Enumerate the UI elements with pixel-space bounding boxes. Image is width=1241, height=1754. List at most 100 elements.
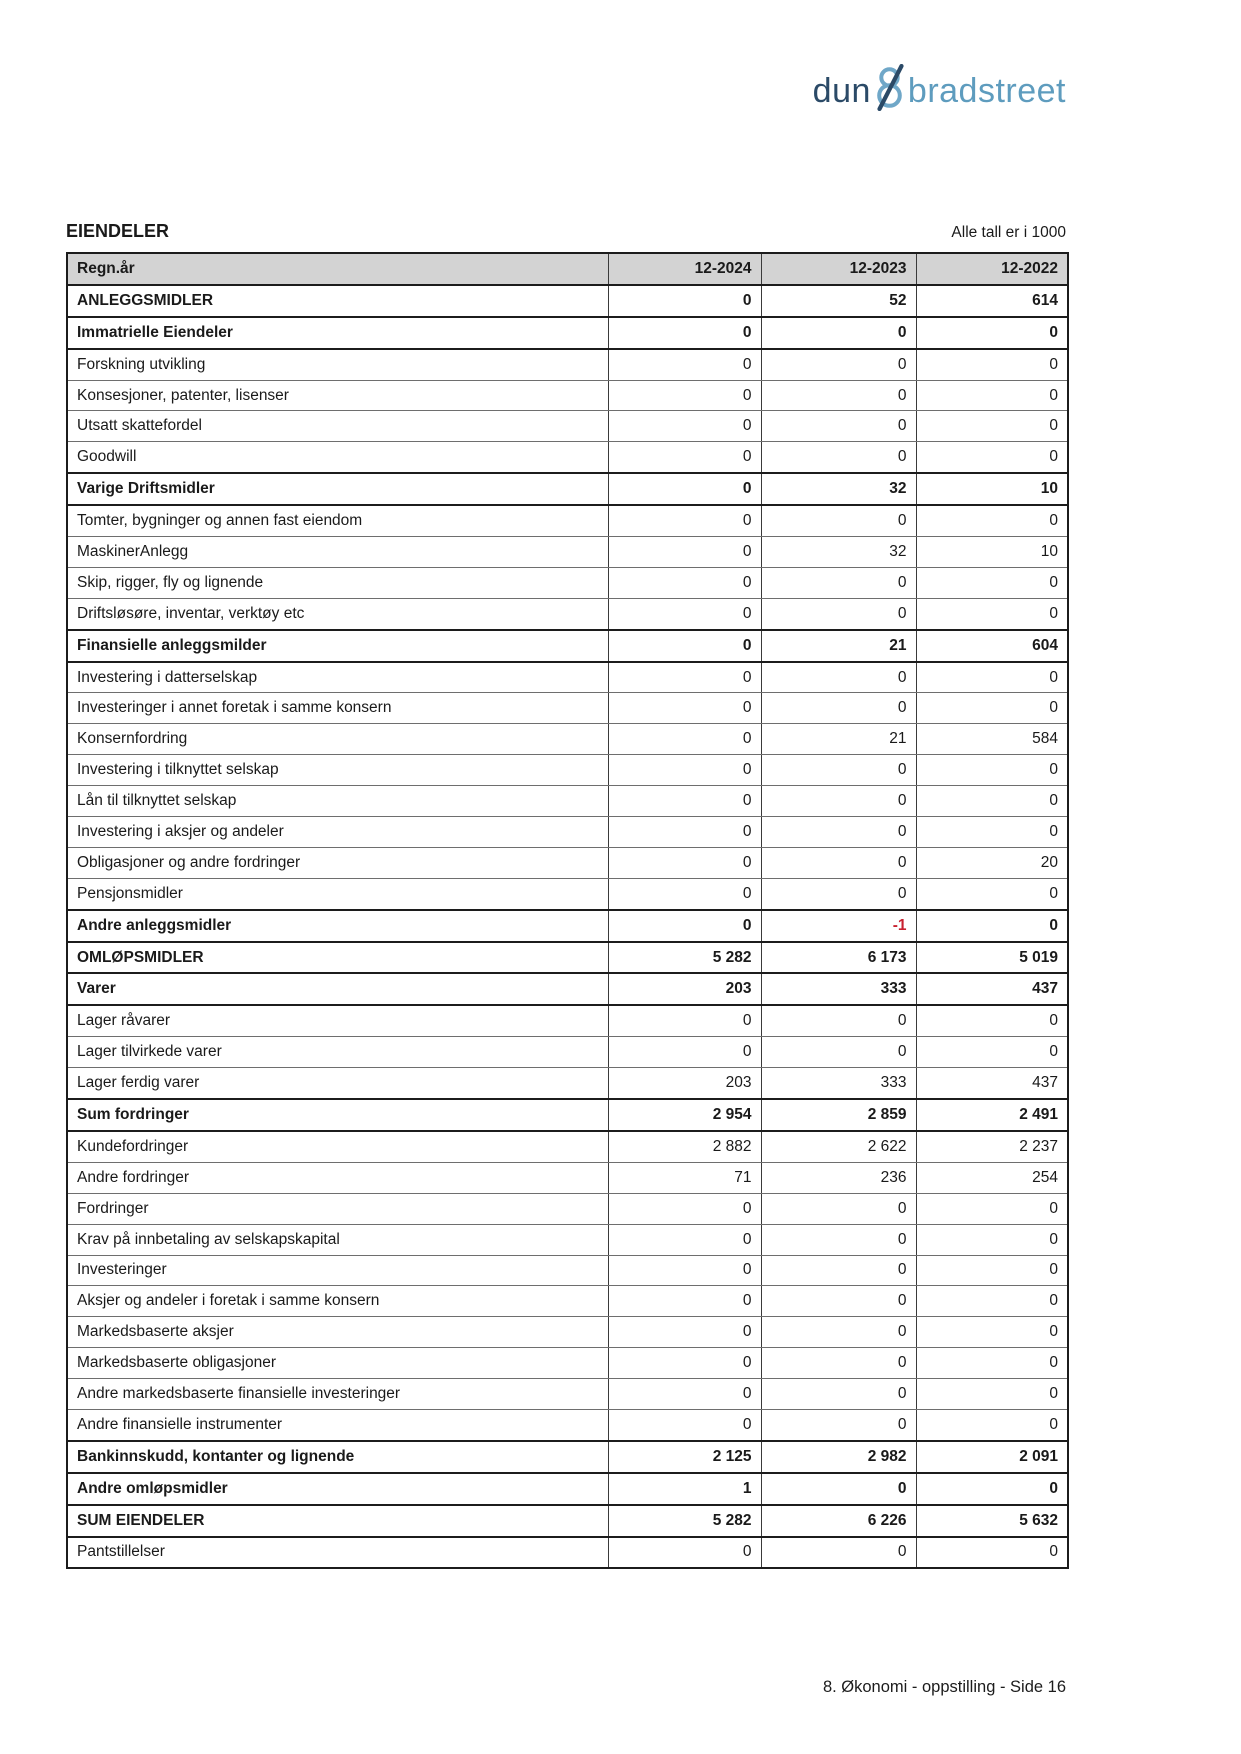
row-value: 333	[760, 1067, 917, 1100]
table-row: Markedsbaserte obligasjoner 0 0 0	[66, 1347, 1069, 1380]
row-value: 0	[760, 1004, 917, 1038]
row-value: 0	[760, 1378, 917, 1410]
row-value: 0	[915, 348, 1069, 381]
row-label: Immatrielle Eiendeler	[66, 315, 609, 350]
row-value: 0	[607, 754, 762, 787]
row-value: 0	[607, 1285, 762, 1318]
row-value: 0	[915, 504, 1069, 538]
row-value: 0	[915, 379, 1069, 412]
row-value: 0	[915, 1408, 1069, 1442]
row-value: 0	[915, 315, 1069, 350]
row-value: 0	[915, 1004, 1069, 1038]
row-value: 0	[915, 692, 1069, 725]
row-value: 0	[607, 628, 762, 663]
row-value: 0	[915, 410, 1069, 443]
row-label: Lån til tilknyttet selskap	[66, 785, 609, 818]
row-value: 0	[760, 785, 917, 818]
row-value: 71	[607, 1161, 762, 1194]
row-label: Andre markedsbaserte finansielle investe…	[66, 1378, 609, 1410]
row-value: 0	[607, 597, 762, 631]
table-row: Aksjer og andeler i foretak i samme kons…	[66, 1285, 1069, 1318]
table-row: Tomter, bygninger og annen fast eiendom 0…	[66, 504, 1069, 538]
table-row: Fordringer 0 0 0	[66, 1192, 1069, 1225]
table-row: Andre omløpsmidler 1 0 0	[66, 1471, 1069, 1506]
row-value: 0	[607, 472, 762, 507]
row-label: Investering i aksjer og andeler	[66, 816, 609, 848]
row-label: Obligasjoner og andre fordringer	[66, 846, 609, 879]
table-row: Investeringer i annet foretak i samme ko…	[66, 692, 1069, 725]
row-label: Konsesjoner, patenter, lisenser	[66, 379, 609, 412]
row-value: 10	[915, 536, 1069, 568]
table-row: Finansielle anleggsmilder 0 21 604	[66, 628, 1069, 663]
row-value: 5 282	[607, 940, 762, 975]
table-row: Goodwill 0 0 0	[66, 441, 1069, 474]
row-label: Andre anleggsmidler	[66, 908, 609, 943]
row-value: 6 226	[760, 1503, 917, 1538]
row-value: 0	[760, 1254, 917, 1287]
row-label: Kundefordringer	[66, 1130, 609, 1163]
row-value: 0	[915, 1316, 1069, 1349]
row-label: Markedsbaserte obligasjoner	[66, 1347, 609, 1380]
row-value: 6 173	[760, 940, 917, 975]
row-value: 0	[915, 877, 1069, 911]
row-value: 0	[607, 723, 762, 756]
row-value: 0	[760, 661, 917, 694]
row-value: 0	[607, 816, 762, 848]
row-value: 0	[915, 1254, 1069, 1287]
table-row: MaskinerAnlegg 0 32 10	[66, 536, 1069, 568]
table-row: Andre anleggsmidler 0 -1 0	[66, 908, 1069, 943]
table-row: Andre fordringer 71 236 254	[66, 1161, 1069, 1194]
row-value: 0	[607, 908, 762, 943]
row-value: 203	[607, 1067, 762, 1100]
row-label: Finansielle anleggsmilder	[66, 628, 609, 663]
row-value: 0	[760, 877, 917, 911]
table-row: Krav på innbetaling av selskapskapital 0 0…	[66, 1223, 1069, 1256]
row-value: 0	[915, 816, 1069, 848]
row-value: 0	[607, 1378, 762, 1410]
footer-pagination: 8. Økonomi - oppstilling - Side 16	[822, 1678, 1066, 1696]
row-label: Driftsløsøre, inventar, verktøy etc	[66, 597, 609, 631]
row-value: 0	[915, 1192, 1069, 1225]
row-value: 0	[607, 536, 762, 568]
table-row: Andre markedsbaserte finansielle investe…	[66, 1378, 1069, 1410]
row-label: Skip, rigger, fly og lignende	[66, 566, 609, 599]
table-row: Varer 203 333 437	[66, 972, 1069, 1007]
row-value: 437	[915, 972, 1069, 1007]
row-label: ANLEGGSMIDLER	[66, 283, 609, 318]
row-value: 2 954	[607, 1098, 762, 1132]
row-value: 21	[760, 628, 917, 663]
row-value: 0	[915, 597, 1069, 631]
row-value: 254	[915, 1161, 1069, 1194]
row-label: Investeringer	[66, 1254, 609, 1287]
table-row: Markedsbaserte aksjer 0 0 0	[66, 1316, 1069, 1349]
row-label: SUM EIENDELER	[66, 1503, 609, 1538]
table-row: Investering i aksjer og andeler 0 0 0	[66, 816, 1069, 848]
row-value: 0	[915, 566, 1069, 599]
row-value: 0	[607, 1316, 762, 1349]
table-row: Konsernfordring 0 21 584	[66, 723, 1069, 756]
row-value: 0	[915, 1378, 1069, 1410]
row-value: 203	[607, 972, 762, 1007]
row-value: 2 491	[915, 1098, 1069, 1132]
row-value: 0	[607, 410, 762, 443]
row-label: OMLØPSMIDLER	[66, 940, 609, 975]
row-value: 2 882	[607, 1130, 762, 1163]
row-value: 0	[915, 661, 1069, 694]
row-value: 0	[607, 1192, 762, 1225]
table-row: Pensjonsmidler 0 0 0	[66, 877, 1069, 911]
table-row: Skip, rigger, fly og lignende 0 0 0	[66, 566, 1069, 599]
row-value: 10	[915, 472, 1069, 507]
table-row: Andre finansielle instrumenter 0 0 0	[66, 1408, 1069, 1442]
header-cell-regnar: Regn.år	[66, 252, 609, 286]
units-note: Alle tall er i 1000	[951, 224, 1066, 241]
row-value: 0	[760, 1223, 917, 1256]
row-value: 2 982	[760, 1439, 917, 1474]
row-value: 333	[760, 972, 917, 1007]
row-value: 0	[607, 785, 762, 818]
row-label: Markedsbaserte aksjer	[66, 1316, 609, 1349]
row-value: 0	[760, 816, 917, 848]
table-row: Immatrielle Eiendeler 0 0 0	[66, 315, 1069, 350]
row-label: Lager tilvirkede varer	[66, 1036, 609, 1069]
row-value: 2 125	[607, 1439, 762, 1474]
row-label: Investering i tilknyttet selskap	[66, 754, 609, 787]
